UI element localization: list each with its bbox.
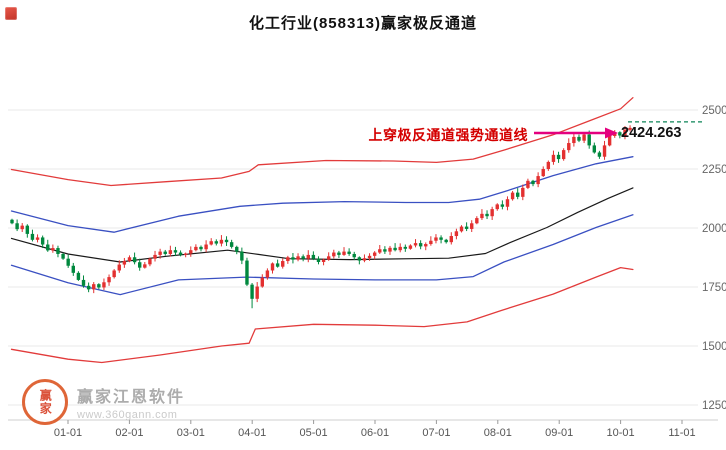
svg-text:06-01: 06-01 bbox=[361, 427, 389, 439]
svg-text:04-01: 04-01 bbox=[238, 427, 266, 439]
svg-text:03-01: 03-01 bbox=[177, 427, 205, 439]
svg-text:10-01: 10-01 bbox=[607, 427, 635, 439]
svg-text:1750: 1750 bbox=[702, 282, 726, 294]
svg-text:2250: 2250 bbox=[702, 164, 726, 176]
svg-text:01-01: 01-01 bbox=[54, 427, 82, 439]
breakout-annotation: 上穿极反通道强势通道线 bbox=[368, 127, 528, 143]
last-price-label: 2424.263 bbox=[621, 125, 682, 141]
svg-text:02-01: 02-01 bbox=[115, 427, 143, 439]
svg-text:09-01: 09-01 bbox=[545, 427, 573, 439]
svg-text:05-01: 05-01 bbox=[300, 427, 328, 439]
svg-text:2000: 2000 bbox=[702, 223, 726, 235]
chart-title: 化工行业(858313)赢家极反通道 bbox=[248, 15, 478, 32]
corner-logo-mark bbox=[5, 7, 17, 20]
svg-text:1250: 1250 bbox=[702, 400, 726, 412]
svg-text:11-01: 11-01 bbox=[668, 427, 695, 439]
watermark: 赢家 赢家江恩软件 www.360gann.com bbox=[22, 379, 185, 425]
brand-url: www.360gann.com bbox=[77, 409, 178, 421]
brand-name: 赢家江恩软件 bbox=[77, 389, 186, 406]
svg-text:1500: 1500 bbox=[702, 341, 726, 353]
brand-logo-icon: 赢家 bbox=[22, 379, 68, 425]
svg-text:2500: 2500 bbox=[702, 105, 726, 117]
svg-text:07-01: 07-01 bbox=[422, 427, 450, 439]
svg-text:08-01: 08-01 bbox=[484, 427, 512, 439]
